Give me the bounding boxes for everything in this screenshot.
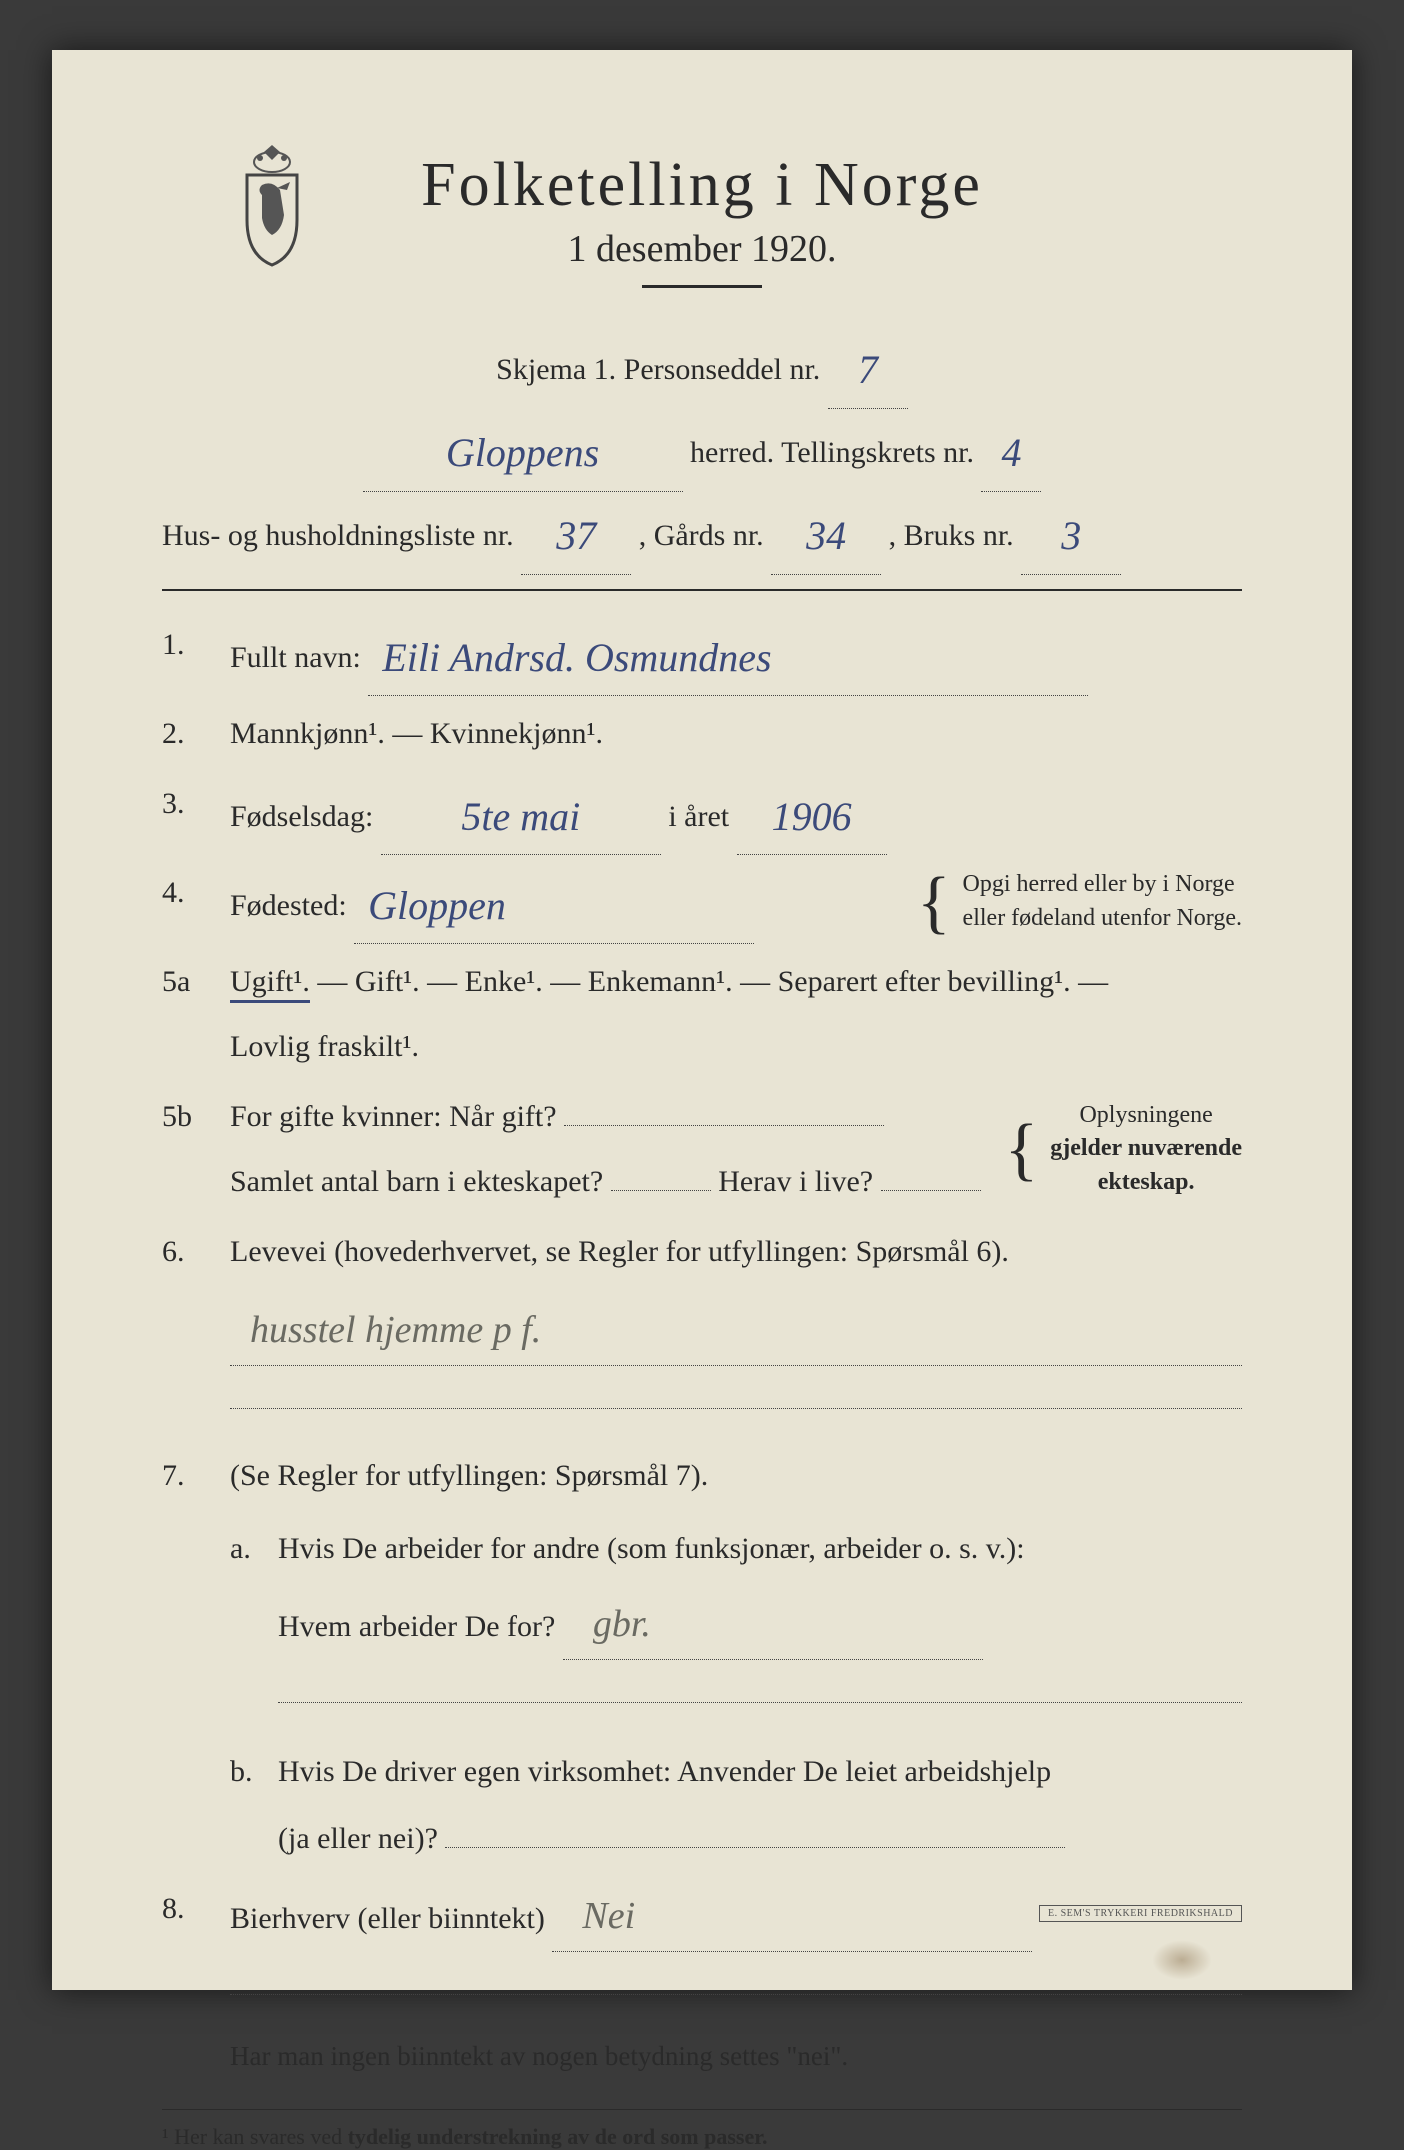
skjema-line: Skjema 1. Personseddel nr. 7 [162,328,1242,405]
q8-num: 8. [162,1881,230,2014]
q2-num: 2. [162,706,230,762]
q7a-blank-line [278,1702,1242,1703]
q7b: b. Hvis De driver egen virksomhet: Anven… [230,1744,1242,1867]
q6-num: 6. [162,1224,230,1428]
question-3: 3. Fødselsdag: 5te mai i året 1906 [162,776,1242,851]
gards-label: , Gårds nr. [639,519,764,552]
question-5b: 5b For gifte kvinner: Når gift? Samlet a… [162,1089,1242,1210]
bruks-label: , Bruks nr. [889,519,1014,552]
question-6: 6. Levevei (hovederhvervet, se Regler fo… [162,1224,1242,1428]
q4-note1: Opgi herred eller by i Norge [963,868,1242,902]
herred-value: Gloppens [363,415,683,492]
q8-label: Bierhverv (eller biinntekt) [230,1902,545,1935]
q7-label: (Se Regler for utfyllingen: Spørsmål 7). [230,1448,1242,1504]
skjema-label: Skjema 1. Personseddel nr. [496,353,820,386]
form-header: Folketelling i Norge 1 desember 1920. [162,150,1242,288]
q7a-text1: Hvis De arbeider for andre (som funksjon… [278,1521,1242,1577]
q5a-line2: Lovlig fraskilt¹. [230,1019,1242,1075]
form-title: Folketelling i Norge [162,150,1242,221]
footnote-bold: tydelig understrekning av de ord som pas… [348,2124,768,2149]
hus-label: Hus- og husholdningsliste nr. [162,519,514,552]
footnote: ¹ Her kan svares ved tydelig understrekn… [162,2124,1242,2150]
q1-num: 1. [162,617,230,692]
hus-nr: 37 [521,498,631,575]
q6-label: Levevei (hovederhvervet, se Regler for u… [230,1224,1242,1280]
q5b-blank1 [564,1125,884,1126]
question-8: 8. Bierhverv (eller biinntekt) Nei [162,1881,1242,2014]
q7a: a. Hvis De arbeider for andre (som funks… [230,1521,1242,1721]
q7-num: 7. [162,1448,230,1867]
q5b-noteB: gjelder nuværende [1050,1132,1242,1166]
q7b-text1: Hvis De driver egen virksomhet: Anvender… [278,1744,1242,1800]
question-5a: 5a Ugift¹. — Gift¹. — Enke¹. — Enkemann¹… [162,954,1242,1075]
question-7: 7. (Se Regler for utfyllingen: Spørsmål … [162,1448,1242,1867]
q3-num: 3. [162,776,230,851]
q5b-blank3 [881,1190,981,1191]
coat-of-arms-icon [222,140,322,270]
q3-mid: i året [668,800,729,833]
paper-stain [1152,1940,1212,1980]
q5b-l2b: Herav i live? [718,1165,873,1198]
footer-note: Har man ingen biinntekt av nogen betydni… [230,2031,1242,2082]
q5a-rest: — Gift¹. — Enke¹. — Enkemann¹. — Separer… [317,965,1108,998]
q5b-side-note: Oplysningene gjelder nuværende ekteskap. [1050,1099,1242,1200]
question-2: 2. Mannkjønn¹. — Kvinnekjønn¹. [162,706,1242,762]
question-1: 1. Fullt navn: Eili Andrsd. Osmundnes [162,617,1242,692]
hus-line: Hus- og husholdningsliste nr. 37 , Gårds… [162,494,1242,571]
tellingskrets-nr: 4 [981,415,1041,492]
q8-value: Nei [552,1881,1032,1952]
q2-text: Mannkjønn¹. — Kvinnekjønn¹. [230,706,1242,762]
personseddel-nr: 7 [828,332,908,409]
q4-num: 4. [162,865,230,940]
bruks-nr: 3 [1021,498,1121,575]
footnote-pre: ¹ Her kan svares ved [162,2124,348,2149]
q7a-text2: Hvem arbeider De for? [278,1610,555,1643]
q3-year: 1906 [737,780,887,855]
separator-1 [162,589,1242,591]
q4-value: Gloppen [354,869,754,944]
herred-line: Gloppens herred. Tellingskrets nr. 4 [162,411,1242,488]
q5a-ugift: Ugift¹. [230,965,310,1003]
separator-2 [162,2109,1242,2110]
q4-note2: eller fødeland utenfor Norge. [963,902,1242,936]
q5b-l1a: For gifte kvinner: Når gift? [230,1100,557,1133]
q7b-text2: (ja eller nei)? [278,1822,438,1855]
q1-value: Eili Andrsd. Osmundnes [368,621,1088,696]
q5b-num: 5b [162,1089,230,1210]
q5b-l2a: Samlet antal barn i ekteskapet? [230,1165,603,1198]
q7b-label: b. [230,1744,278,1867]
q4-label: Fødested: [230,889,347,922]
q6-blank-line [230,1408,1242,1409]
brace-icon: { [1005,1125,1039,1174]
q1-label: Fullt navn: [230,641,361,674]
q5b-blank2 [611,1190,711,1191]
gards-nr: 34 [771,498,881,575]
q5b-noteC: ekteskap. [1050,1166,1242,1200]
question-4: 4. Fødested: Gloppen { Opgi herred eller… [162,865,1242,940]
title-rule [642,285,762,288]
q7a-label: a. [230,1521,278,1721]
q5b-noteA: Oplysningene [1050,1099,1242,1133]
form-date: 1 desember 1920. [162,227,1242,271]
q7a-value: gbr. [563,1589,983,1660]
q7b-blank [445,1847,1065,1848]
census-form-page: Folketelling i Norge 1 desember 1920. Sk… [52,50,1352,1990]
q3-day: 5te mai [381,780,661,855]
brace-icon: { [917,878,951,927]
q8-blank-line [230,1994,1242,1995]
q5a-num: 5a [162,954,230,1075]
herred-label: herred. Tellingskrets nr. [690,436,974,469]
q6-value: husstel hjemme p f. [230,1295,1242,1366]
printer-mark: E. SEM'S TRYKKERI FREDRIKSHALD [1039,1905,1242,1922]
q4-side-note: Opgi herred eller by i Norge eller fødel… [963,868,1242,935]
q3-label: Fødselsdag: [230,800,373,833]
